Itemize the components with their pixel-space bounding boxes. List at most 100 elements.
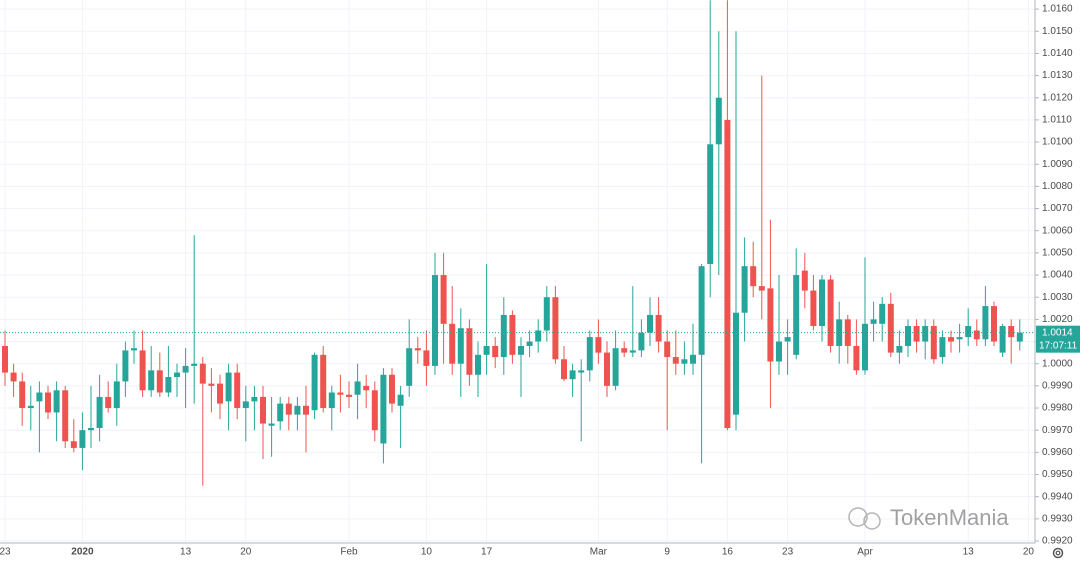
candles (2, 0, 1023, 486)
candle-body (776, 341, 782, 362)
candle-body (509, 314, 516, 355)
candle-body (552, 297, 559, 360)
candle-body (586, 337, 593, 371)
candle-body (724, 119, 731, 428)
candle-body (690, 354, 696, 364)
candle-body (578, 370, 585, 373)
candle-body (698, 266, 705, 355)
candle-body (741, 266, 748, 313)
y-tick-label: 1.0110 (1042, 115, 1072, 126)
candle-body (191, 363, 198, 366)
x-tick-label: Apr (857, 547, 873, 558)
candle-body (965, 326, 972, 338)
candle-body (268, 423, 275, 426)
candle-body (526, 341, 533, 346)
candle-body (827, 279, 834, 346)
candle-body (10, 372, 17, 382)
x-tick-label: 13 (963, 547, 975, 558)
candle-body (53, 390, 60, 413)
watermark-text: TokenMania (890, 505, 1009, 530)
candle-body (389, 374, 395, 404)
candle-body (767, 288, 774, 362)
candle-body (905, 326, 911, 346)
candle-body (715, 97, 722, 145)
candle-body (638, 332, 645, 351)
y-tick-label: 1.0020 (1042, 314, 1073, 325)
candle-body (406, 348, 413, 386)
y-tick-label: 1.0030 (1042, 292, 1073, 303)
candle-body (156, 370, 163, 393)
candle-body (208, 383, 215, 386)
candle-body (612, 348, 619, 386)
settings-icon[interactable] (1052, 547, 1064, 559)
candle-body (655, 314, 662, 342)
candle-body (681, 359, 688, 364)
candle-body (913, 326, 920, 342)
candle-body (414, 348, 421, 351)
y-tick-label: 1.0160 (1042, 4, 1073, 15)
candle-body (363, 385, 370, 391)
x-tick-label: 20 (1023, 547, 1035, 558)
candle-body (217, 383, 223, 404)
candle-body (500, 314, 507, 358)
x-tick-label: 23 (0, 547, 11, 558)
candle-body (672, 357, 679, 364)
candle-body (733, 312, 739, 415)
last-price-box (1036, 325, 1080, 353)
candle-body (853, 345, 860, 371)
candle-body (922, 326, 929, 342)
y-tick-label: 1.0140 (1042, 48, 1073, 59)
candle-body (423, 350, 430, 366)
candle-body (432, 275, 438, 366)
candle-body (569, 370, 576, 380)
y-tick-label: 1.0000 (1042, 358, 1073, 369)
candle-body (758, 286, 765, 291)
y-tick-label: 0.9970 (1042, 425, 1073, 436)
candle-body (784, 337, 791, 342)
candle-body (457, 328, 464, 364)
candle-body (535, 330, 542, 342)
candle-body (131, 348, 137, 351)
x-tick-label: Mar (590, 547, 608, 558)
candle-body (973, 330, 980, 340)
candle-body (982, 306, 989, 340)
candle-body (844, 319, 851, 346)
candle-body (251, 396, 258, 402)
candle-body (62, 390, 69, 442)
candle-body (999, 326, 1006, 353)
candle-body (27, 405, 34, 409)
y-tick-label: 0.9990 (1042, 381, 1073, 392)
candle-body (2, 345, 8, 373)
candle-body (664, 341, 671, 358)
candle-body (122, 350, 129, 382)
candle-body (819, 279, 825, 327)
candle-body (182, 365, 189, 373)
candle-body (294, 405, 301, 415)
x-tick-label: 9 (664, 547, 670, 558)
gear-hub[interactable] (1055, 550, 1061, 556)
candle-body (346, 394, 352, 397)
candle-body (518, 345, 524, 355)
candle-body (79, 430, 86, 448)
candle-body (70, 441, 77, 448)
x-tick-label: Feb (340, 547, 358, 558)
candle-body (750, 266, 757, 287)
candle-body (148, 370, 155, 391)
x-tick-label: 17 (481, 547, 493, 558)
candle-body (561, 359, 567, 380)
candle-body (440, 275, 447, 324)
candle-body (647, 314, 653, 333)
x-tick-label: 23 (782, 547, 794, 558)
y-tick-label: 0.9950 (1042, 469, 1073, 480)
candle-body (1008, 326, 1015, 338)
x-tick-label: 10 (421, 547, 433, 558)
candle-body (199, 363, 206, 384)
y-tick-label: 1.0130 (1042, 70, 1073, 81)
candle-body (466, 328, 473, 375)
candle-body (879, 303, 886, 324)
gear[interactable] (1052, 547, 1064, 559)
candle-body (793, 275, 800, 355)
y-tick-label: 1.0090 (1042, 159, 1073, 170)
candle-body (311, 354, 318, 411)
candle-body (165, 376, 172, 393)
